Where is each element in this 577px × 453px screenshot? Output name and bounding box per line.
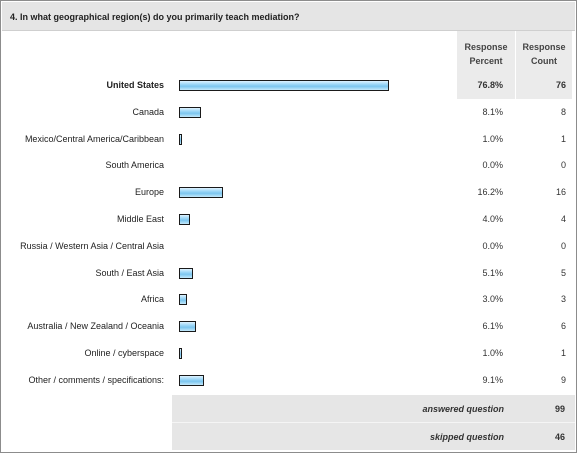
highlight-percent-cell <box>457 71 515 99</box>
bar <box>179 80 389 91</box>
count-label: 9 <box>560 375 566 385</box>
question-header: 4. In what geographical region(s) do you… <box>2 2 575 31</box>
count-label: 0 <box>560 241 566 251</box>
response-percent-header-line2: Percent <box>469 56 503 66</box>
bar <box>179 214 190 225</box>
count-label: 4 <box>560 214 566 224</box>
bar <box>179 294 187 305</box>
count-label: 0 <box>560 160 566 170</box>
category-label: Russia / Western Asia / Central Asia <box>20 241 164 251</box>
count-label: 8 <box>560 107 566 117</box>
bar <box>179 375 204 386</box>
percent-label: 16.2% <box>477 187 503 197</box>
skipped-question-label: skipped question <box>429 432 504 442</box>
percent-label: 3.0% <box>482 294 503 304</box>
percent-label: 76.8% <box>477 80 503 90</box>
category-label: Other / comments / specifications: <box>28 375 164 385</box>
bar <box>179 321 196 332</box>
bar <box>179 348 182 359</box>
percent-label: 4.0% <box>482 214 503 224</box>
count-label: 3 <box>560 294 566 304</box>
answered-question-value: 99 <box>554 404 565 414</box>
category-label: Africa <box>140 294 164 304</box>
question-title: 4. In what geographical region(s) do you… <box>10 12 300 22</box>
count-label: 76 <box>555 80 566 90</box>
percent-label: 9.1% <box>482 375 503 385</box>
bar <box>179 134 182 145</box>
bar <box>179 187 223 198</box>
count-label: 6 <box>560 321 566 331</box>
percent-label: 5.1% <box>482 268 503 278</box>
percent-label: 0.0% <box>482 241 503 251</box>
category-label: South America <box>105 160 164 170</box>
count-label: 5 <box>560 268 566 278</box>
count-label: 1 <box>560 134 566 144</box>
highlight-count-cell <box>516 71 572 99</box>
percent-label: 8.1% <box>482 107 503 117</box>
category-label: Middle East <box>116 214 164 224</box>
category-label: United States <box>106 80 164 90</box>
category-label: Canada <box>132 107 164 117</box>
category-label: Europe <box>134 187 164 197</box>
percent-label: 0.0% <box>482 160 503 170</box>
bar <box>179 268 193 279</box>
response-count-header-line2: Count <box>531 56 557 66</box>
percent-label: 1.0% <box>482 134 503 144</box>
skipped-question-row: skipped question 46 <box>172 423 575 450</box>
category-label: South / East Asia <box>95 268 164 278</box>
category-label: Australia / New Zealand / Oceania <box>27 321 164 331</box>
bar <box>179 107 201 118</box>
category-label: Mexico/Central America/Caribbean <box>24 134 164 144</box>
footer-divider <box>172 422 575 423</box>
answered-question-label: answered question <box>422 404 504 414</box>
percent-label: 6.1% <box>482 321 503 331</box>
response-count-header-line1: Response <box>522 42 566 52</box>
answered-question-row: answered question 99 <box>172 395 575 422</box>
percent-label: 1.0% <box>482 348 503 358</box>
response-percent-header-line1: Response <box>464 42 508 52</box>
skipped-question-value: 46 <box>554 432 565 442</box>
category-label: Online / cyberspace <box>84 348 164 358</box>
count-label: 16 <box>555 187 566 197</box>
count-label: 1 <box>560 348 566 358</box>
